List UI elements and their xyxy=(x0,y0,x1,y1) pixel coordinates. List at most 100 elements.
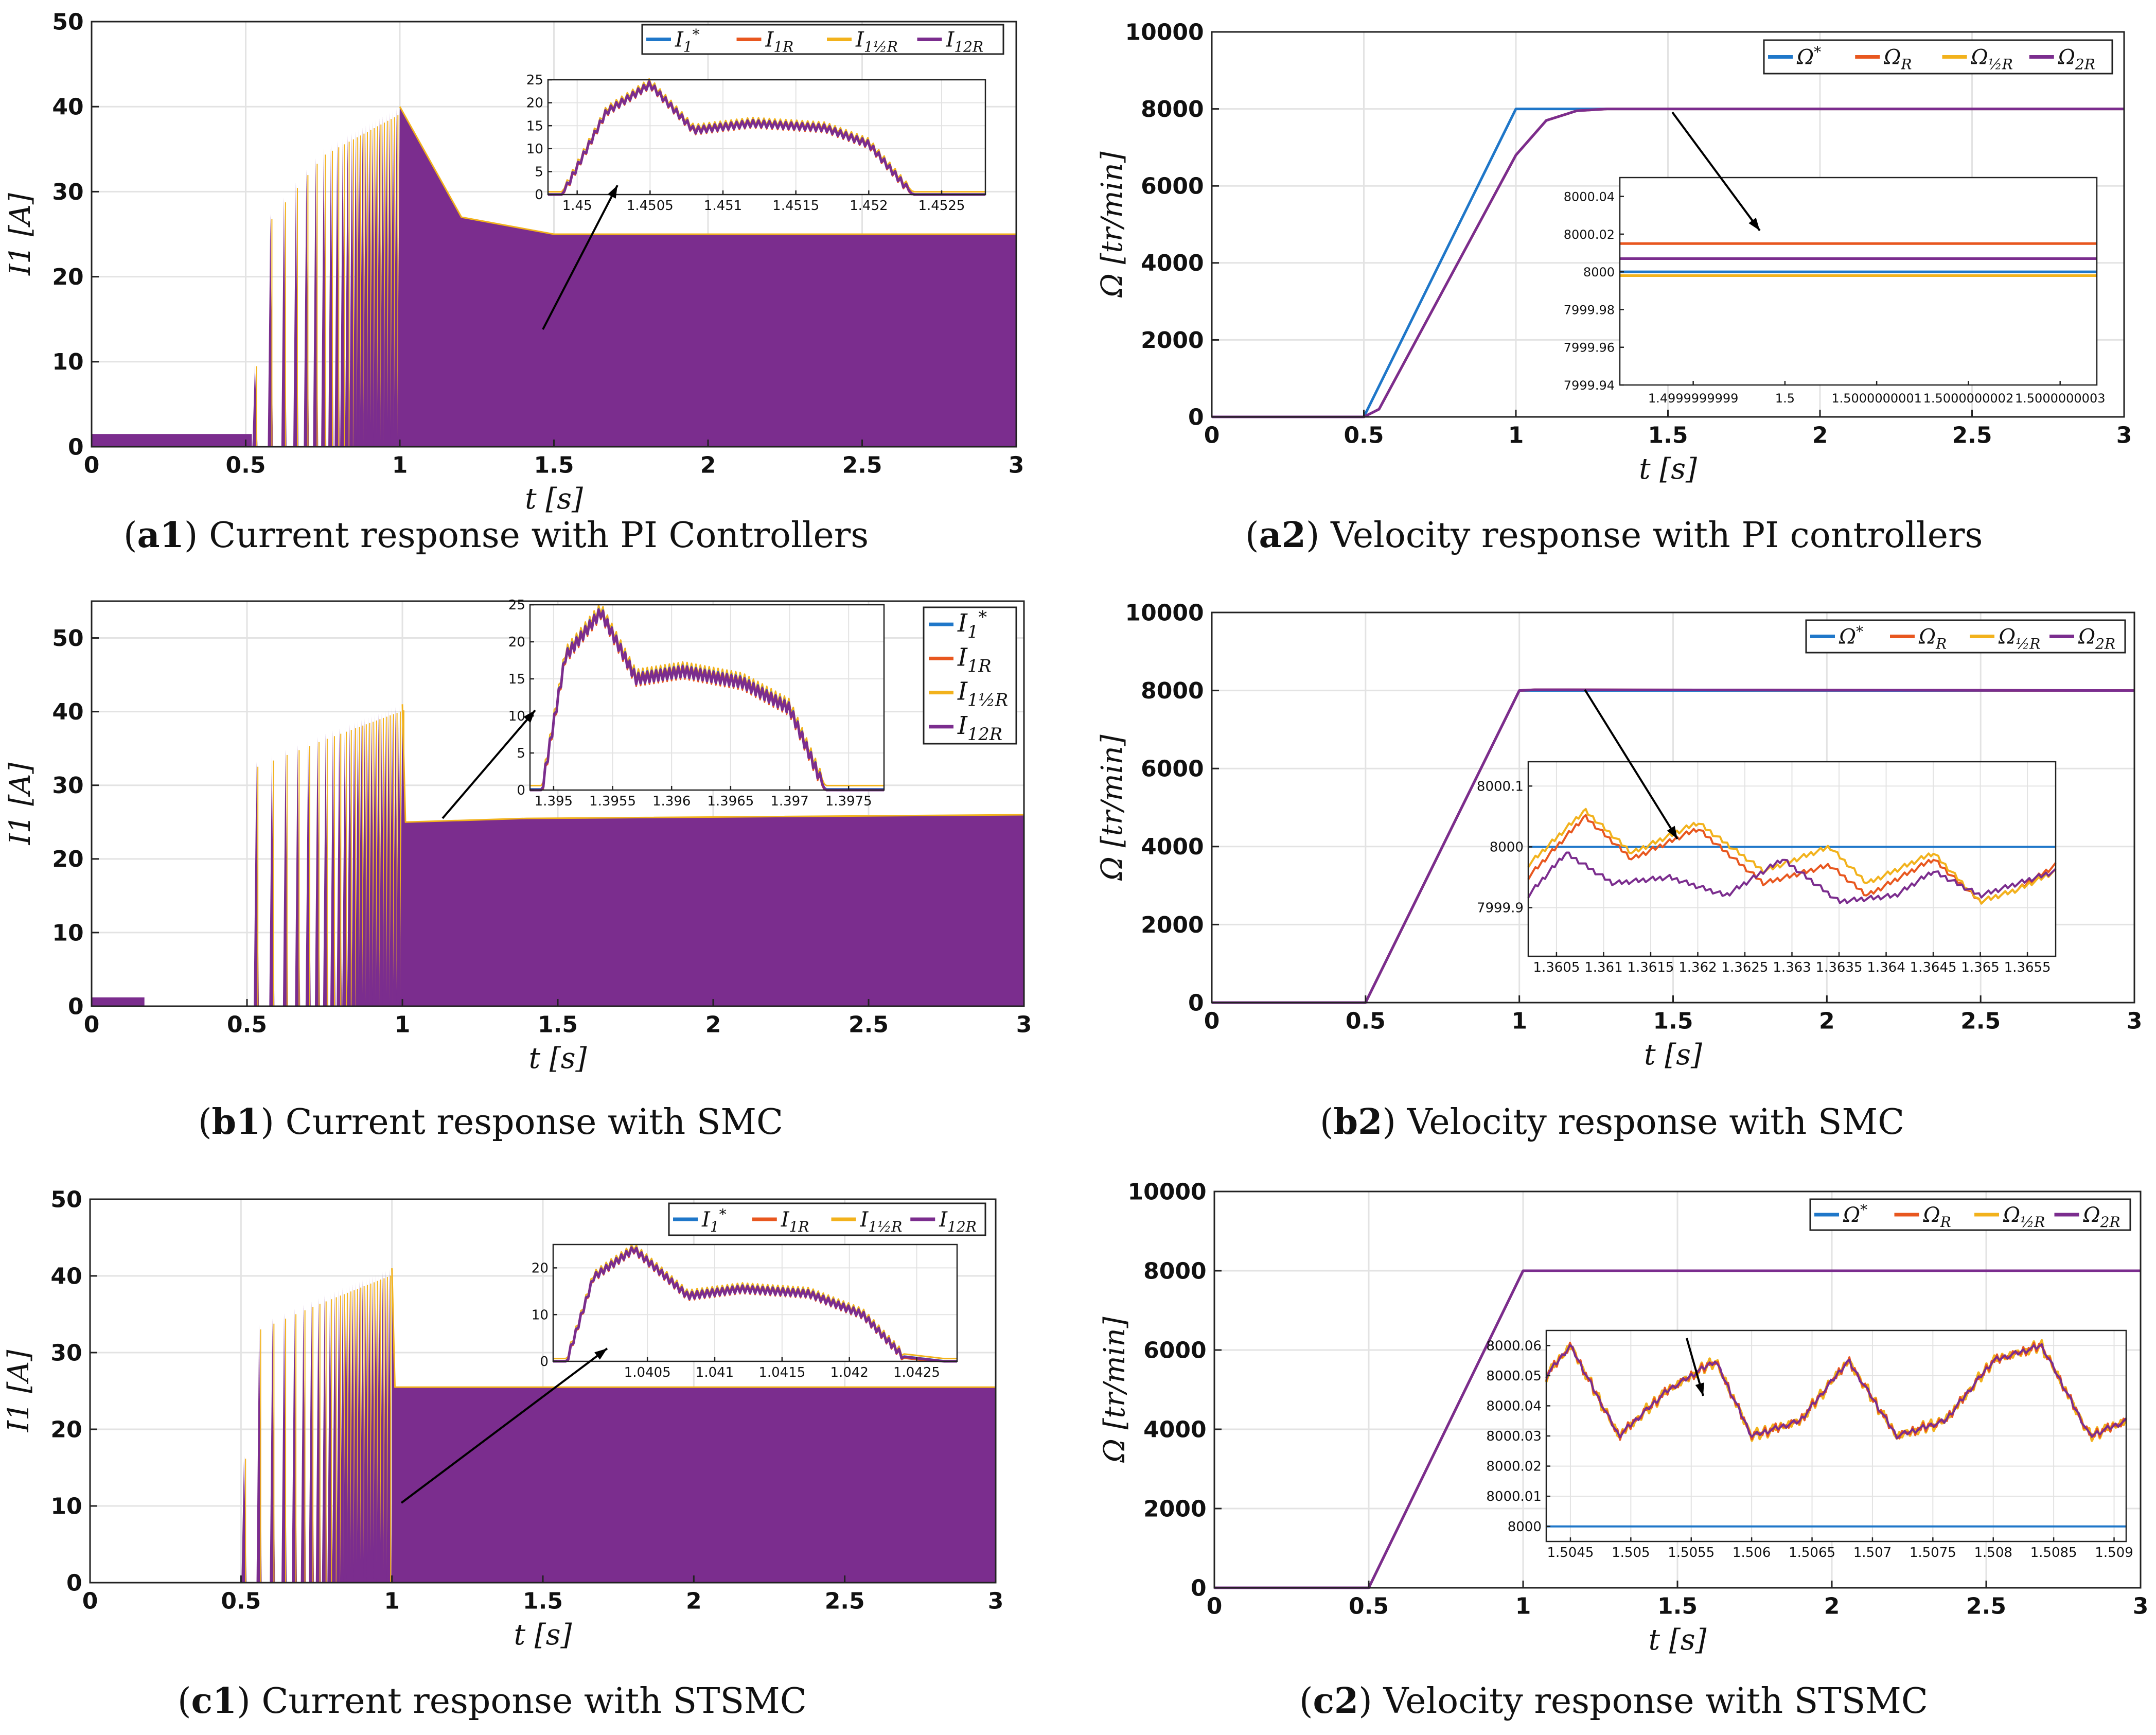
x-tick-label: 0.5 xyxy=(1349,1593,1389,1620)
inset-series xyxy=(548,80,985,196)
y-tick-label: 6000 xyxy=(1141,173,1204,200)
x-tick-label: 1 xyxy=(384,1588,400,1615)
chart-c2: 0 0.5 1 1.5 2 2.5 3 0 2000 4000 6000 8000 10000 t [s]… xyxy=(1098,1179,2148,1657)
x-tick-label: 1.4515 xyxy=(772,198,819,214)
legend-label: I1½R xyxy=(855,28,898,56)
y-tick-label: 2000 xyxy=(1141,327,1204,354)
legend-label: I1* xyxy=(701,1206,727,1235)
x-tick-label: 1.395 xyxy=(535,794,573,809)
plot-area xyxy=(530,605,884,790)
y-tick-label: 0 xyxy=(535,187,543,203)
y-tick-label: 20 xyxy=(52,264,83,290)
y-tick-label: 8000 xyxy=(1141,96,1204,122)
x-tick-label: 2.5 xyxy=(849,1012,889,1038)
legend-label: Ω* xyxy=(1839,623,1863,649)
legend-box xyxy=(923,606,1017,745)
x-tick-label: 1.5000000002 xyxy=(1923,391,2014,406)
series-2r xyxy=(1212,108,2124,418)
legend-box xyxy=(1805,619,2126,654)
chart-a2: 0 0.5 1 1.5 2 2.5 3 0 2000 4000 6000 8000 10000 t [s]… xyxy=(1095,19,2132,486)
x-tick-label: 3 xyxy=(988,1588,1004,1615)
y-tick-label: 50 xyxy=(50,1186,82,1213)
x-tick-label: 1.3975 xyxy=(825,794,872,809)
x-tick-label: 1.362 xyxy=(1678,960,1717,975)
y-tick-label: 10000 xyxy=(1128,1179,1207,1205)
inset-series xyxy=(1527,814,2057,905)
x-tick-label: 2 xyxy=(1819,1008,1835,1035)
y-tick-label: 8000.06 xyxy=(1486,1338,1542,1354)
x-tick-label: 2.5 xyxy=(1952,423,1992,449)
caption-a1: (a1) Current response with PI Controller… xyxy=(123,515,869,556)
legend-label: I1R xyxy=(765,28,794,56)
caption-b1: (b1) Current response with SMC xyxy=(198,1101,783,1143)
annotation-arrowhead xyxy=(1695,1382,1704,1396)
legend-label: Ω2R xyxy=(2058,46,2095,73)
x-axis-label: t [s] xyxy=(514,1618,572,1652)
y-tick-label: 8000.1 xyxy=(1477,779,1524,794)
legend: Ω* ΩR Ω½R Ω2R xyxy=(1809,1198,2131,1231)
y-tick-label: 30 xyxy=(52,773,83,799)
legend-label: ΩR xyxy=(1918,625,1947,653)
legend-label: Ω½R xyxy=(1998,625,2040,653)
chart-b2: 0 0.5 1 1.5 2 2.5 3 0 2000 4000 6000 8000 10000 t [s]… xyxy=(1095,600,2142,1072)
y-tick-label: 10 xyxy=(532,1307,549,1323)
axes-frame xyxy=(552,1243,958,1362)
y-tick-label: 0 xyxy=(517,783,525,798)
legend: Ω* ΩR Ω½R Ω2R xyxy=(1763,39,2113,75)
inset: 1.0405 1.041 1.0415 1.042 1.0425 0 10 20 xyxy=(532,1243,958,1380)
x-tick-label: 1.3615 xyxy=(1627,960,1674,975)
x-tick-label: 1 xyxy=(395,1012,411,1038)
y-tick-label: 4000 xyxy=(1141,834,1204,860)
x-tick-label: 2.5 xyxy=(825,1588,865,1615)
legend-label: I12R xyxy=(957,711,1002,744)
legend-label: I1½R xyxy=(957,677,1008,710)
y-tick-label: 40 xyxy=(52,94,83,120)
x-tick-label: 1.507 xyxy=(1853,1545,1892,1561)
x-tick-label: 0.5 xyxy=(1344,423,1384,449)
legend-label: Ω2R xyxy=(2078,625,2115,653)
y-tick-label: 10000 xyxy=(1125,19,1204,45)
legend-label: ΩR xyxy=(1923,1203,1951,1231)
inset: 1.3605 1.361 1.3615 1.362 1.3625 1.363 1.3635 1… xyxy=(1477,761,2057,975)
y-tick-label: 10 xyxy=(526,142,543,157)
plot-area xyxy=(548,80,985,195)
x-tick-label: 0 xyxy=(82,1588,98,1615)
x-tick-label: 0.5 xyxy=(1346,1008,1386,1035)
x-tick-label: 1.5085 xyxy=(2030,1545,2077,1561)
series-pre-onset xyxy=(92,997,145,1006)
legend-box xyxy=(1763,39,2113,75)
y-tick-label: 20 xyxy=(52,846,83,872)
x-tick-label: 1.452 xyxy=(850,198,888,214)
inset-series xyxy=(530,608,884,792)
x-tick-label: 0.5 xyxy=(227,1012,267,1038)
y-tick-label: 20 xyxy=(50,1416,82,1443)
annotation-arrowhead xyxy=(523,710,535,723)
legend-label: Ω* xyxy=(1796,44,1821,69)
annotation-arrowhead xyxy=(594,1348,607,1360)
legend-label: I1R xyxy=(957,643,992,676)
inset-series xyxy=(553,1246,957,1363)
inset-series xyxy=(1545,1343,2127,1440)
x-tick-label: 1 xyxy=(1515,1593,1531,1620)
legend-label: Ω2R xyxy=(2083,1203,2120,1231)
x-tick-label: 0 xyxy=(1204,423,1220,449)
y-tick-label: 4000 xyxy=(1141,250,1204,276)
x-tick-label: 2.5 xyxy=(1960,1008,2001,1035)
annotation-arrow xyxy=(542,185,618,330)
y-tick-label: 0 xyxy=(1188,404,1204,430)
x-tick-label: 1.0425 xyxy=(893,1365,940,1380)
y-tick-label: 4000 xyxy=(1143,1416,1206,1443)
series-spikes xyxy=(241,1269,392,1583)
x-tick-label: 2 xyxy=(1812,423,1828,449)
x-tick-label: 2 xyxy=(705,1012,721,1038)
x-tick-label: 1.5 xyxy=(538,1012,578,1038)
caption-c1: (c1) Current response with STSMC xyxy=(178,1680,807,1722)
caption-b2: (b2) Velocity response with SMC xyxy=(1320,1101,1905,1143)
y-tick-label: 8000.04 xyxy=(1564,190,1615,204)
x-tick-label: 1 xyxy=(1508,423,1524,449)
x-tick-label: 1.508 xyxy=(1974,1545,2012,1561)
series-baseline xyxy=(92,997,145,1006)
y-tick-label: 8000.04 xyxy=(1486,1399,1542,1414)
x-tick-label: 2 xyxy=(700,452,716,479)
y-axis-label: I1 [A] xyxy=(2,1350,36,1433)
